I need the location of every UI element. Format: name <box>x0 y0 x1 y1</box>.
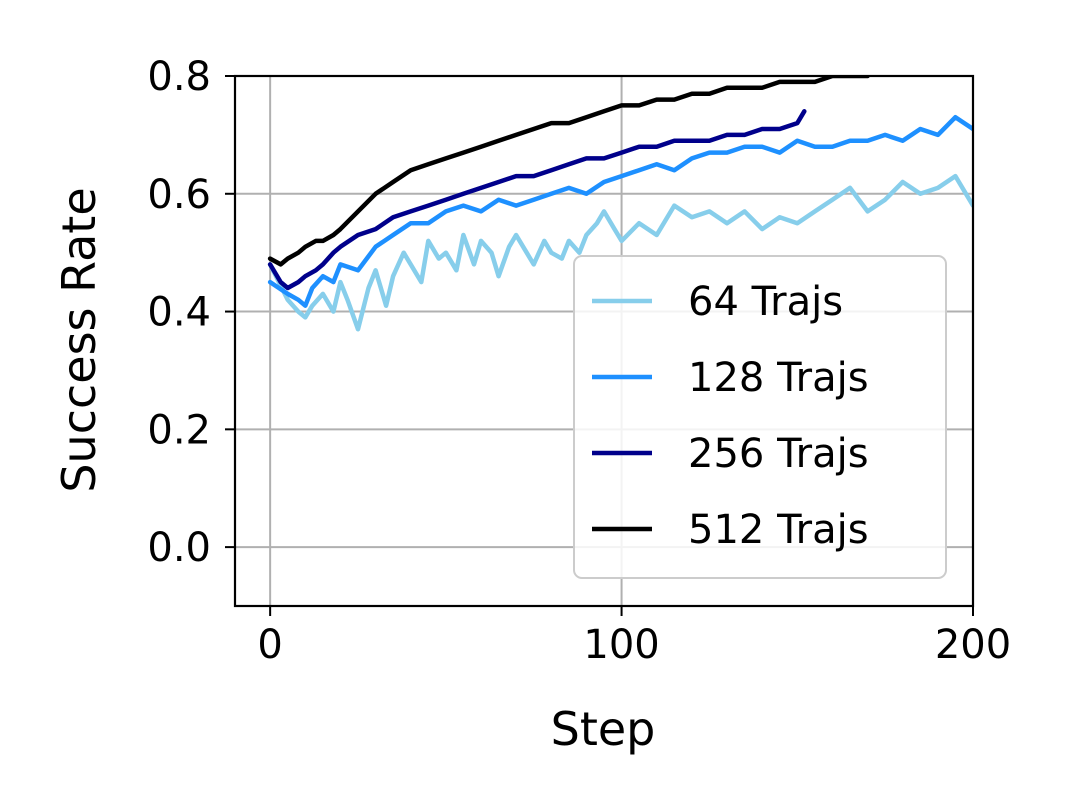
y-axis-title: Success Rate <box>52 187 106 492</box>
y-tick-label: 0.8 <box>147 54 211 100</box>
y-tick-label: 0.6 <box>147 172 211 218</box>
x-tick-label: 200 <box>935 622 1011 668</box>
series-line-64-trajs <box>267 173 973 332</box>
x-tick-label: 100 <box>583 622 659 668</box>
legend-box <box>573 255 947 579</box>
series-line-128-trajs <box>267 114 973 308</box>
axis-ticks: 0 100 200 0.0 0.2 0.4 0.6 0.8 <box>147 54 1011 668</box>
legend: 64 Trajs 128 Trajs 256 Trajs 512 Trajs <box>573 255 947 579</box>
legend-label-256-trajs: 256 Trajs <box>688 431 869 477</box>
legend-label-512-trajs: 512 Trajs <box>688 507 869 553</box>
x-tick-label: 0 <box>257 622 282 668</box>
plot-border <box>233 74 975 608</box>
x-axis-title: Step <box>551 702 656 756</box>
plot-frame <box>233 74 975 608</box>
y-tick-label: 0.2 <box>147 407 211 453</box>
series-line-512-trajs <box>267 76 870 267</box>
legend-label-64-trajs: 64 Trajs <box>688 279 843 325</box>
legend-label-128-trajs: 128 Trajs <box>688 355 869 401</box>
y-tick-label: 0.4 <box>147 290 211 336</box>
series-line-256-trajs <box>267 109 807 291</box>
y-tick-label: 0.0 <box>147 525 211 571</box>
series-lines <box>267 76 973 332</box>
